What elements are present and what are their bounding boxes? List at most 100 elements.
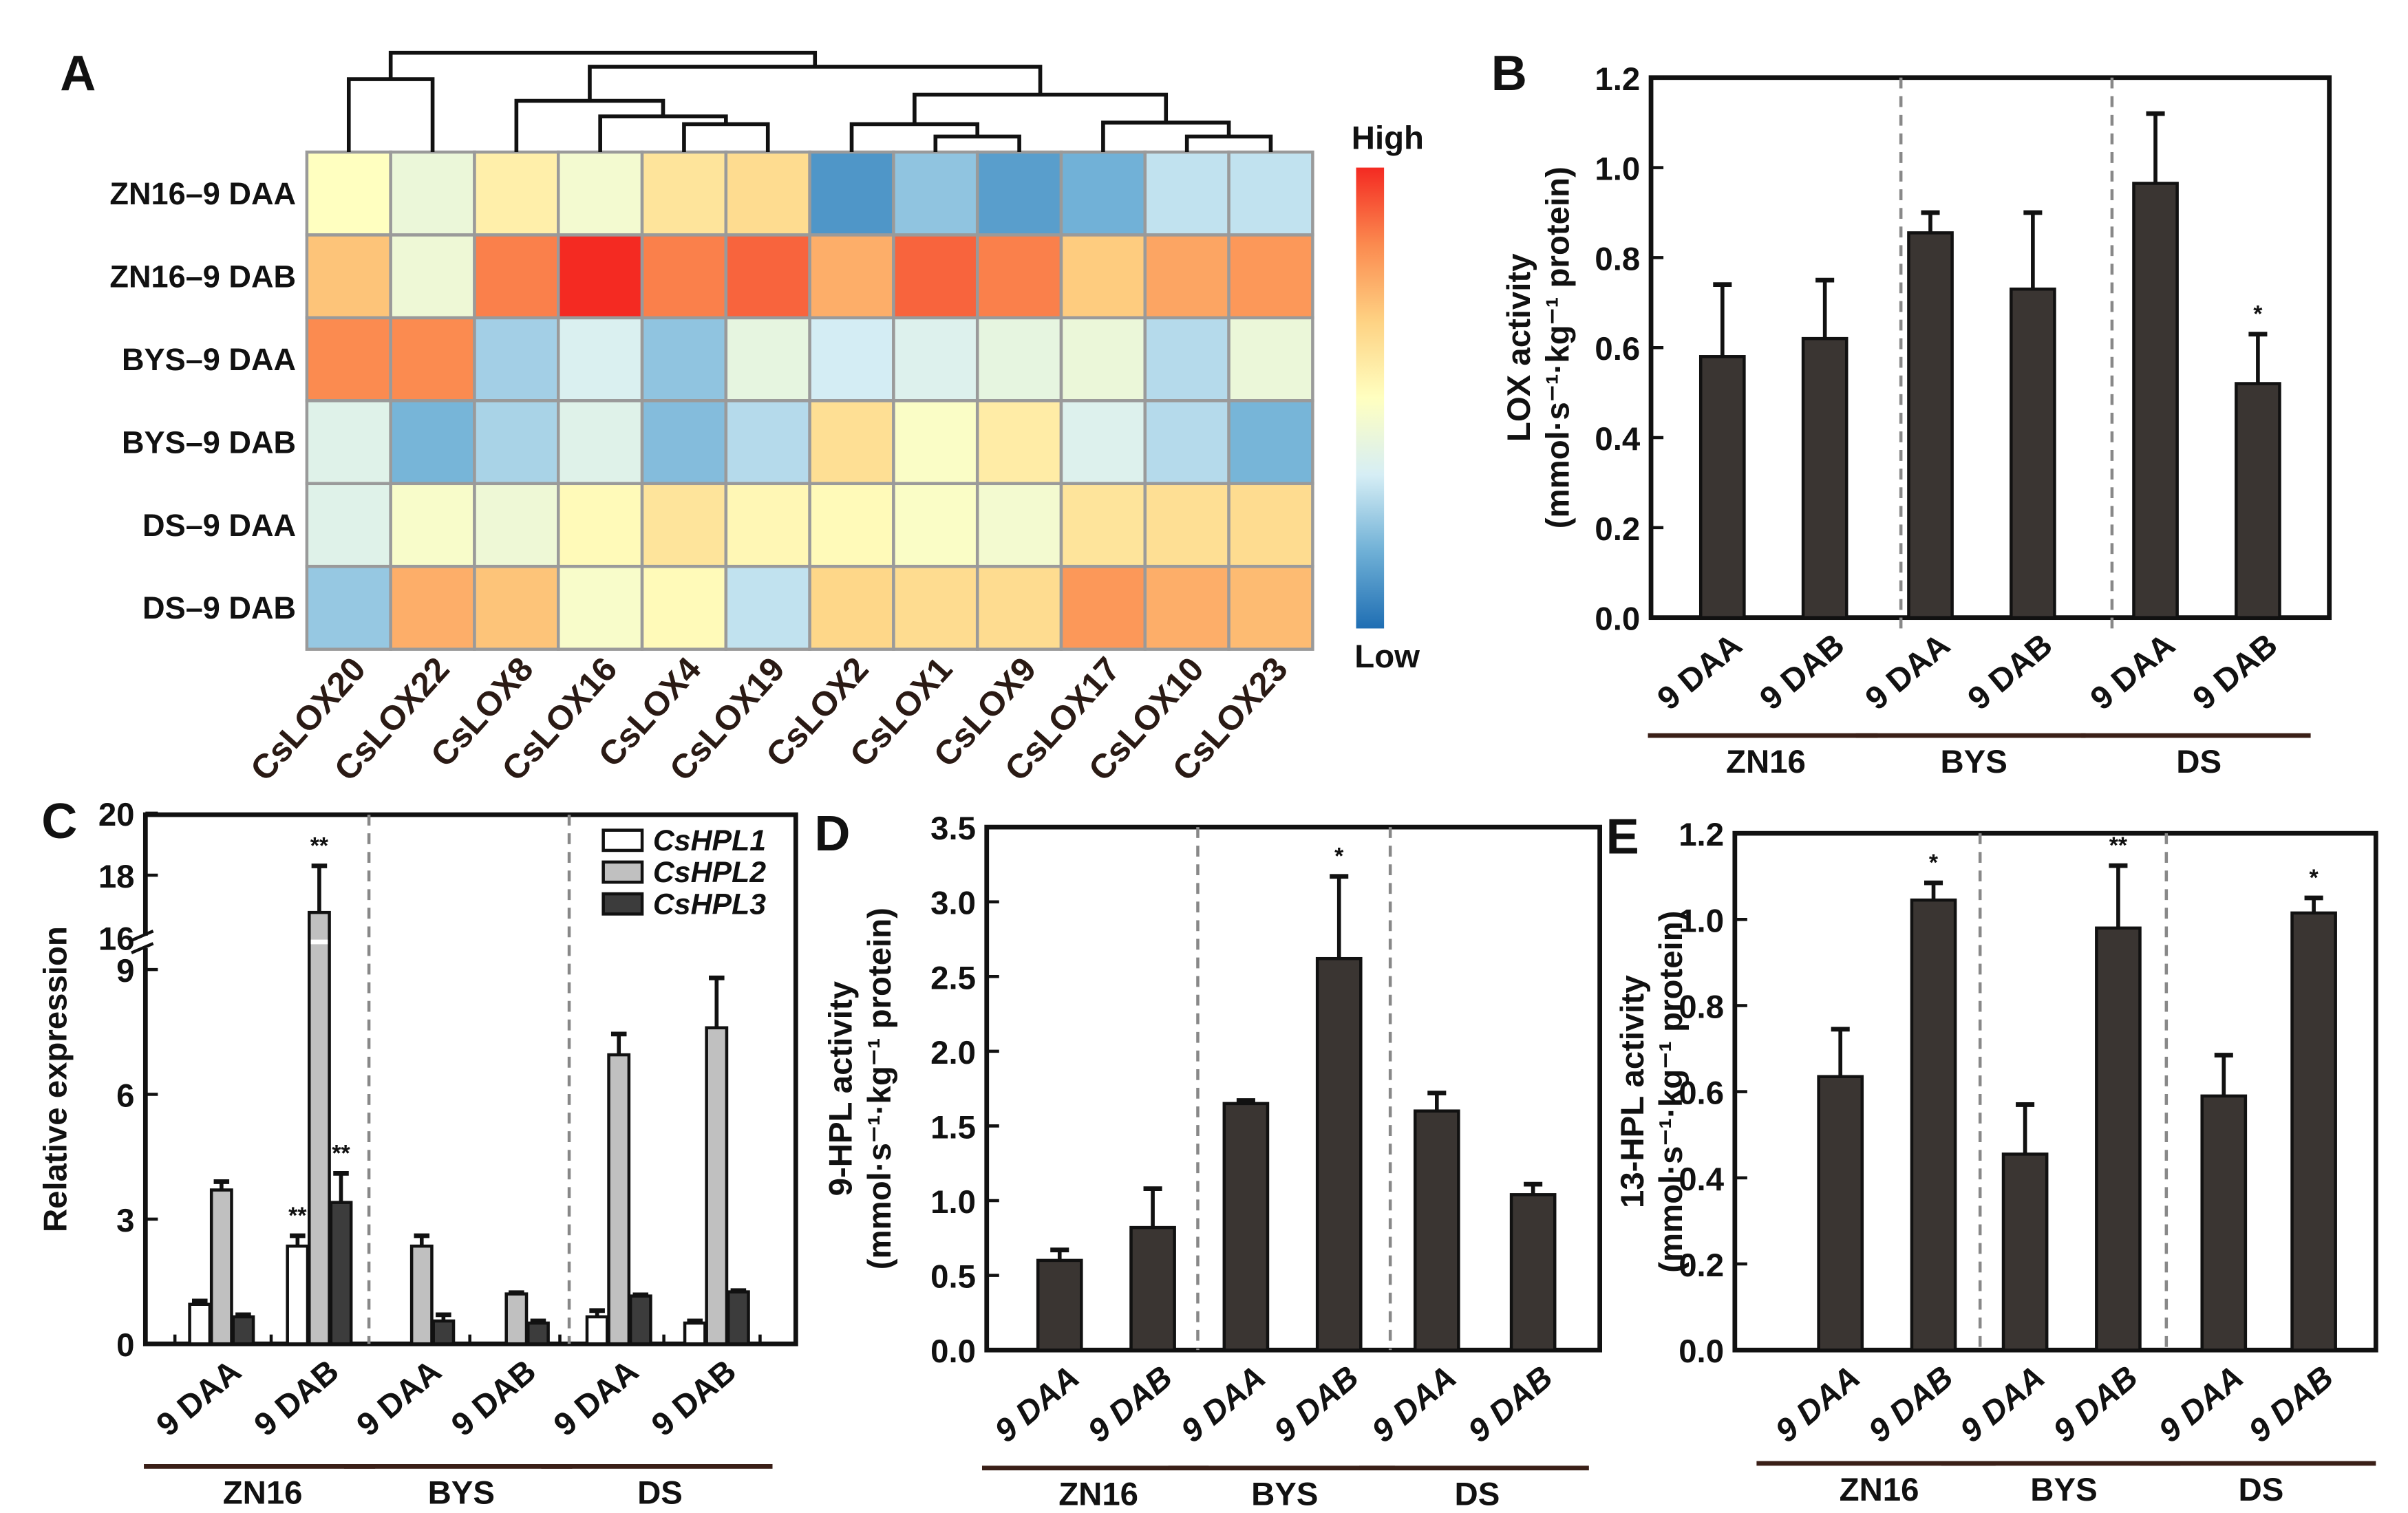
axis-break-mark — [131, 930, 154, 942]
panel-letter-e: E — [1606, 809, 1639, 864]
dendrogram-branch — [388, 50, 818, 80]
y-axis-title: 13-HPL activity — [1615, 975, 1651, 1208]
bar-cshpl1 — [188, 1302, 212, 1346]
heatmap-cell — [305, 316, 392, 403]
y-tick-label: 1.0 — [1595, 151, 1640, 188]
panel-b-bar-chart: B 0.0 0.2 0.4 0.6 0.8 1.0 1.2 * LOX activity (mmol… — [1491, 46, 2332, 780]
heatmap-cell — [808, 233, 895, 320]
panel-letter-a: A — [60, 46, 96, 101]
y-tick-label: 3.0 — [930, 886, 976, 922]
heatmap-cell — [640, 316, 728, 403]
heatmap-cell — [557, 233, 644, 320]
heatmap-cell — [640, 150, 728, 237]
bar-cshpl2 — [705, 1026, 729, 1346]
heatmap-cell — [1059, 399, 1147, 486]
y-axis-title: LOX activity — [1501, 253, 1537, 442]
heatmap-cell — [557, 316, 644, 403]
x-tick-label: 9 DAB — [1081, 1359, 1180, 1450]
y-axis-title: Relative expression — [37, 926, 74, 1232]
group-label: ZN16 — [1058, 1477, 1138, 1513]
y-tick-label: 0.8 — [1595, 241, 1640, 277]
x-tick-label: 9 DAA — [2152, 1359, 2250, 1450]
y-tick-label: 1.0 — [1679, 903, 1724, 939]
heatmap-cell — [557, 150, 644, 237]
y-tick-label: 3.5 — [930, 811, 976, 847]
bar — [1817, 1075, 1864, 1352]
bar-cshpl1 — [585, 1315, 609, 1346]
heatmap-cell — [305, 482, 392, 568]
heatmap-cell — [640, 482, 728, 568]
y-tick-label: 2.5 — [930, 960, 976, 996]
bar-cshpl3 — [526, 1321, 550, 1346]
significance-marker: ** — [2109, 833, 2128, 859]
significance-marker: ** — [332, 1140, 350, 1166]
group-label: DS — [2239, 1472, 2284, 1508]
panel-letter-b: B — [1491, 46, 1527, 101]
x-tick-label: 9 DAA — [1859, 627, 1957, 718]
bar — [2010, 287, 2056, 619]
heatmap-cell — [305, 233, 392, 320]
heatmap-cell — [1143, 233, 1230, 320]
bar — [1907, 231, 1954, 619]
heatmap-cell — [808, 564, 895, 651]
bar-cshpl3 — [231, 1315, 255, 1346]
bar — [1910, 898, 1957, 1352]
y-tick-label: 0.0 — [1679, 1333, 1724, 1370]
bar — [1315, 956, 1363, 1352]
x-tick-label: 9 DAB — [645, 1353, 743, 1444]
heatmap-cell — [892, 150, 979, 237]
y-tick-label: 0.0 — [930, 1333, 976, 1370]
heatmap-cell — [724, 233, 811, 320]
y-tick-label: 0.2 — [1679, 1247, 1724, 1284]
heatmap-cell — [808, 316, 895, 403]
bar — [1801, 336, 1848, 619]
plot-frame — [984, 824, 1603, 1353]
group-label: BYS — [428, 1474, 495, 1511]
significance-marker: ** — [288, 1203, 307, 1229]
x-tick-label: 9 DAB — [1961, 627, 2060, 718]
heatmap-cell — [1227, 564, 1314, 651]
x-tick-label: 9 DAB — [2186, 627, 2285, 718]
significance-marker: * — [1929, 850, 1939, 876]
heatmap-cell — [640, 233, 728, 320]
heatmap-cell — [1143, 482, 1230, 568]
dendrogram-branch — [514, 98, 665, 153]
x-tick-label: 9 DAA — [1365, 1359, 1464, 1450]
heatmap-cell — [1227, 399, 1314, 486]
heatmap-row-label: ZN16–9 DAB — [109, 259, 296, 294]
heatmap-cell — [975, 482, 1063, 568]
dendrogram-branch — [682, 122, 770, 153]
heatmap-cell — [724, 564, 811, 651]
bar-cshpl3 — [628, 1294, 652, 1346]
bar-cshpl1 — [286, 1244, 310, 1346]
heatmap-cell — [1143, 316, 1230, 403]
bar-cshpl2 — [209, 1188, 233, 1346]
y-tick-label: 0 — [116, 1327, 134, 1364]
y-tick-label: 0.5 — [930, 1259, 976, 1296]
bar — [2095, 926, 2142, 1352]
heatmap-cell — [975, 150, 1063, 237]
y-axis-units: (mmol·s⁻¹·kg⁻¹ protein) — [1540, 167, 1577, 528]
bar — [1698, 355, 1746, 619]
heatmap-cell — [975, 564, 1063, 651]
bar-cshpl3 — [329, 1201, 353, 1346]
panel-letter-d: D — [814, 806, 850, 861]
y-tick-label: 6 — [116, 1078, 134, 1115]
heatmap-cell — [1143, 399, 1230, 486]
significance-marker: ** — [310, 833, 329, 859]
group-label: ZN16 — [223, 1474, 303, 1511]
heatmap-cell — [473, 233, 560, 320]
legend-label: CsHPL3 — [653, 888, 766, 921]
heatmap-cell — [892, 233, 979, 320]
heatmap-cell — [557, 564, 644, 651]
color-scale-high-label: High — [1352, 120, 1424, 157]
y-tick-label: 0.6 — [1595, 331, 1640, 367]
heatmap-cell — [1059, 316, 1147, 403]
heatmap-cell — [808, 150, 895, 237]
bar-cshpl2 — [607, 1053, 631, 1346]
y-axis-units: (mmol·s⁻¹·kg⁻¹ protein) — [1653, 911, 1690, 1273]
panel-e-bar-chart: E0.00.20.40.60.81.01.2****13-HPL activit… — [1606, 809, 2378, 1508]
heatmap-cell — [473, 399, 560, 486]
heatmap-cell — [892, 399, 979, 486]
bar — [2290, 911, 2337, 1352]
